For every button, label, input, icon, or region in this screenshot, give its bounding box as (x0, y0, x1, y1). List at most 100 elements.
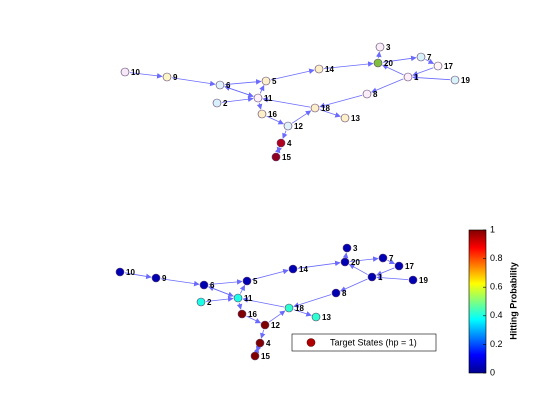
node (215, 80, 225, 90)
edge (293, 294, 332, 308)
node (373, 58, 383, 68)
node-label: 11 (244, 294, 253, 303)
colorbar-tick-label: 0.4 (490, 310, 503, 320)
edge (297, 260, 341, 269)
edge (266, 115, 284, 125)
node-label: 20 (384, 59, 393, 68)
node (120, 67, 130, 77)
edge (340, 278, 368, 292)
node-label: 19 (419, 276, 428, 285)
node-label: 18 (295, 304, 304, 313)
node (283, 121, 293, 131)
node (450, 75, 460, 85)
colorbar-tick-label: 1 (490, 224, 495, 234)
edge (253, 347, 260, 354)
node-label: 5 (253, 277, 258, 286)
top-graph: 10 9 6 5 14 20 3 7 17 1 19 8 2 11 16 18 13 124 15 (120, 42, 470, 162)
edge (319, 109, 341, 118)
edge (323, 61, 374, 69)
legend-text: Target States (hp = 1) (330, 337, 417, 347)
node (276, 138, 286, 148)
edge (242, 297, 285, 308)
legend-marker (306, 338, 316, 347)
node-label: 11 (264, 94, 273, 103)
node (311, 312, 321, 322)
edge (236, 302, 243, 310)
edge (371, 78, 404, 93)
edge (251, 268, 289, 281)
edge (208, 279, 243, 285)
node (403, 72, 413, 82)
edge (160, 278, 200, 287)
edge (425, 58, 435, 65)
edge (270, 68, 315, 81)
node (257, 109, 267, 119)
node (340, 113, 350, 123)
node-label: 1 (378, 273, 383, 282)
node (212, 98, 222, 108)
node (288, 264, 298, 274)
edge (291, 110, 312, 124)
node (433, 61, 443, 71)
node-label: 2 (223, 99, 228, 108)
edge (268, 310, 286, 323)
colorbar-tick-label: 0.8 (490, 253, 503, 263)
node-label: 12 (271, 321, 280, 330)
node-label: 17 (405, 262, 414, 271)
node (416, 52, 426, 62)
edge (412, 67, 434, 77)
node (408, 275, 418, 285)
edge (208, 286, 234, 298)
edge (259, 85, 265, 94)
edge (262, 96, 311, 108)
colorbar-tick-label: 0.6 (490, 282, 503, 292)
node (375, 42, 385, 52)
node (271, 152, 281, 162)
node-label: 10 (131, 68, 140, 77)
colorbar: Hitting Probability 0 0.2 0.4 0.6 0.8 1 (468, 224, 518, 377)
node-label: 2 (207, 298, 212, 307)
node (342, 243, 352, 253)
edge (412, 74, 451, 81)
node-label: 19 (461, 76, 470, 85)
node-label: 17 (444, 62, 453, 71)
node (242, 276, 252, 286)
edge (319, 94, 363, 109)
node (199, 280, 209, 290)
colorbar-tick-label: 0 (490, 367, 495, 377)
edge (342, 252, 349, 259)
bottom-graph: 10 9 6 5 14 20 3 7 17 1 19 8 2 11 16 18 13 124 15 (115, 243, 428, 361)
node (250, 351, 260, 361)
node-label: 4 (287, 139, 292, 148)
node (367, 272, 377, 282)
node-label: 9 (162, 274, 167, 283)
edge (282, 130, 288, 139)
node (394, 261, 404, 271)
edge (224, 86, 254, 98)
node (260, 320, 270, 330)
node-label: 8 (342, 289, 347, 298)
node (253, 93, 263, 103)
node-label: 6 (210, 281, 215, 290)
edge (376, 274, 409, 281)
colorbar-label: Hitting Probability (508, 262, 518, 340)
node (255, 338, 265, 348)
node (331, 288, 341, 298)
edge (349, 256, 379, 262)
edge (171, 77, 216, 87)
edge (124, 272, 152, 280)
edge (293, 309, 312, 317)
node (115, 267, 125, 277)
edge (382, 64, 404, 76)
node (233, 293, 243, 303)
edge (256, 102, 263, 110)
node-label: 10 (126, 268, 135, 277)
node-label: 5 (272, 77, 277, 86)
node-label: 7 (389, 254, 394, 263)
node-label: 14 (325, 65, 334, 74)
edge (259, 329, 266, 339)
legend-box (291, 333, 437, 352)
node-label: 4 (266, 339, 271, 348)
node (151, 273, 161, 283)
